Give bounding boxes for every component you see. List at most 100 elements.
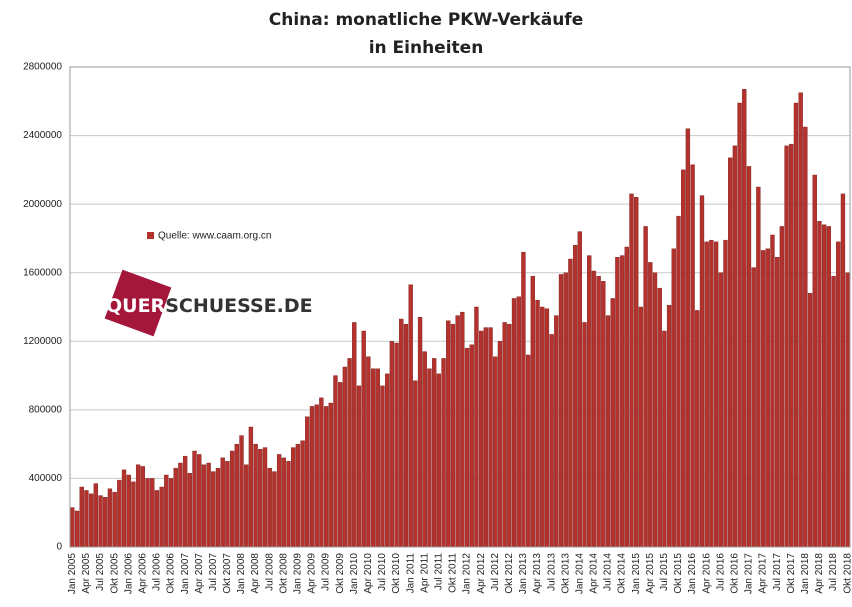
bar — [821, 224, 827, 548]
bar — [342, 366, 348, 548]
bar — [399, 318, 404, 548]
bar — [699, 195, 705, 548]
bar — [300, 440, 305, 548]
bar — [450, 323, 456, 548]
bar — [789, 143, 794, 548]
bar — [582, 322, 587, 548]
bar — [770, 234, 775, 548]
bar — [173, 467, 178, 548]
bar — [587, 255, 592, 548]
bar — [732, 145, 738, 548]
bar — [648, 262, 653, 548]
bar — [84, 490, 89, 548]
x-tick-label: Okt 2013 — [560, 553, 571, 594]
bar — [394, 342, 399, 548]
bar — [98, 495, 103, 548]
bar — [540, 306, 545, 548]
y-tick-label: 2800000 — [23, 62, 62, 73]
bar — [121, 469, 127, 548]
x-tick-label: Jul 2011 — [433, 553, 444, 591]
bar — [488, 327, 493, 548]
bar — [493, 356, 498, 548]
bar — [168, 478, 174, 548]
x-tick-label: Okt 2009 — [335, 553, 346, 594]
bar — [197, 454, 202, 548]
bar — [112, 491, 117, 548]
bar — [88, 493, 94, 548]
x-tick-label: Jul 2014 — [603, 553, 614, 591]
x-tick-label: Jan 2007 — [180, 553, 191, 595]
x-tick-label: Apr 2015 — [645, 553, 656, 594]
x-tick-label: Okt 2005 — [109, 553, 120, 594]
bar — [338, 382, 343, 548]
bar — [291, 447, 296, 548]
x-tick-label: Okt 2017 — [786, 553, 797, 594]
bar — [774, 257, 780, 548]
bar — [140, 466, 146, 548]
x-tick-label: Apr 2012 — [476, 553, 487, 594]
bar — [380, 385, 385, 548]
bar — [558, 274, 564, 548]
bar — [596, 275, 601, 548]
bar — [676, 215, 681, 548]
x-tick-label: Jan 2009 — [293, 553, 304, 595]
bar — [413, 380, 418, 548]
bar — [469, 344, 474, 548]
bar — [812, 174, 817, 548]
bar — [135, 464, 141, 548]
bar — [507, 323, 512, 548]
bar — [525, 354, 531, 548]
bar — [103, 497, 108, 548]
bar — [286, 461, 291, 548]
x-tick-label: Jan 2012 — [462, 553, 473, 595]
legend-swatch — [147, 232, 154, 239]
bar — [178, 462, 183, 548]
y-tick-label: 2000000 — [23, 199, 62, 210]
bar — [629, 193, 634, 548]
bar — [666, 305, 672, 548]
bar — [159, 486, 164, 548]
bar — [671, 248, 676, 548]
bar — [446, 320, 451, 548]
x-tick-label: Okt 2006 — [166, 553, 177, 594]
bar — [295, 443, 301, 548]
bar — [601, 281, 606, 548]
bar — [793, 102, 799, 548]
bar — [187, 473, 192, 548]
bar — [521, 251, 526, 548]
bar — [117, 479, 122, 548]
bar — [615, 257, 620, 548]
watermark-part: QUER — [106, 295, 166, 317]
bar — [427, 368, 432, 548]
bar — [74, 510, 80, 548]
bar — [215, 467, 221, 548]
bar — [79, 486, 84, 548]
bar — [643, 226, 648, 548]
bar — [253, 443, 258, 548]
x-tick-label: Jul 2013 — [546, 553, 557, 591]
bar — [591, 270, 597, 548]
bar — [502, 322, 507, 548]
bar — [305, 416, 310, 548]
bar — [803, 126, 808, 548]
x-tick-label: Okt 2015 — [673, 553, 684, 594]
bar — [817, 221, 822, 548]
y-tick-label: 400000 — [29, 473, 63, 484]
y-tick-label: 2400000 — [23, 130, 62, 141]
bar — [389, 341, 395, 548]
bar — [464, 347, 470, 548]
bar — [624, 246, 629, 548]
bar — [352, 322, 357, 548]
bar — [474, 306, 479, 548]
watermark-text: QUERSCHUESSE.DE — [106, 295, 313, 317]
legend-label: Quelle: www.caam.org.cn — [158, 231, 271, 242]
bar — [690, 164, 695, 548]
bar — [229, 450, 235, 548]
x-tick-label: Jan 2015 — [631, 553, 642, 595]
watermark: QUERSCHUESSE.DE — [104, 269, 313, 337]
x-tick-label: Jan 2017 — [744, 553, 755, 595]
bar — [309, 406, 315, 548]
y-tick-label: 800000 — [29, 404, 63, 415]
bar — [840, 193, 846, 548]
bar — [826, 226, 832, 548]
